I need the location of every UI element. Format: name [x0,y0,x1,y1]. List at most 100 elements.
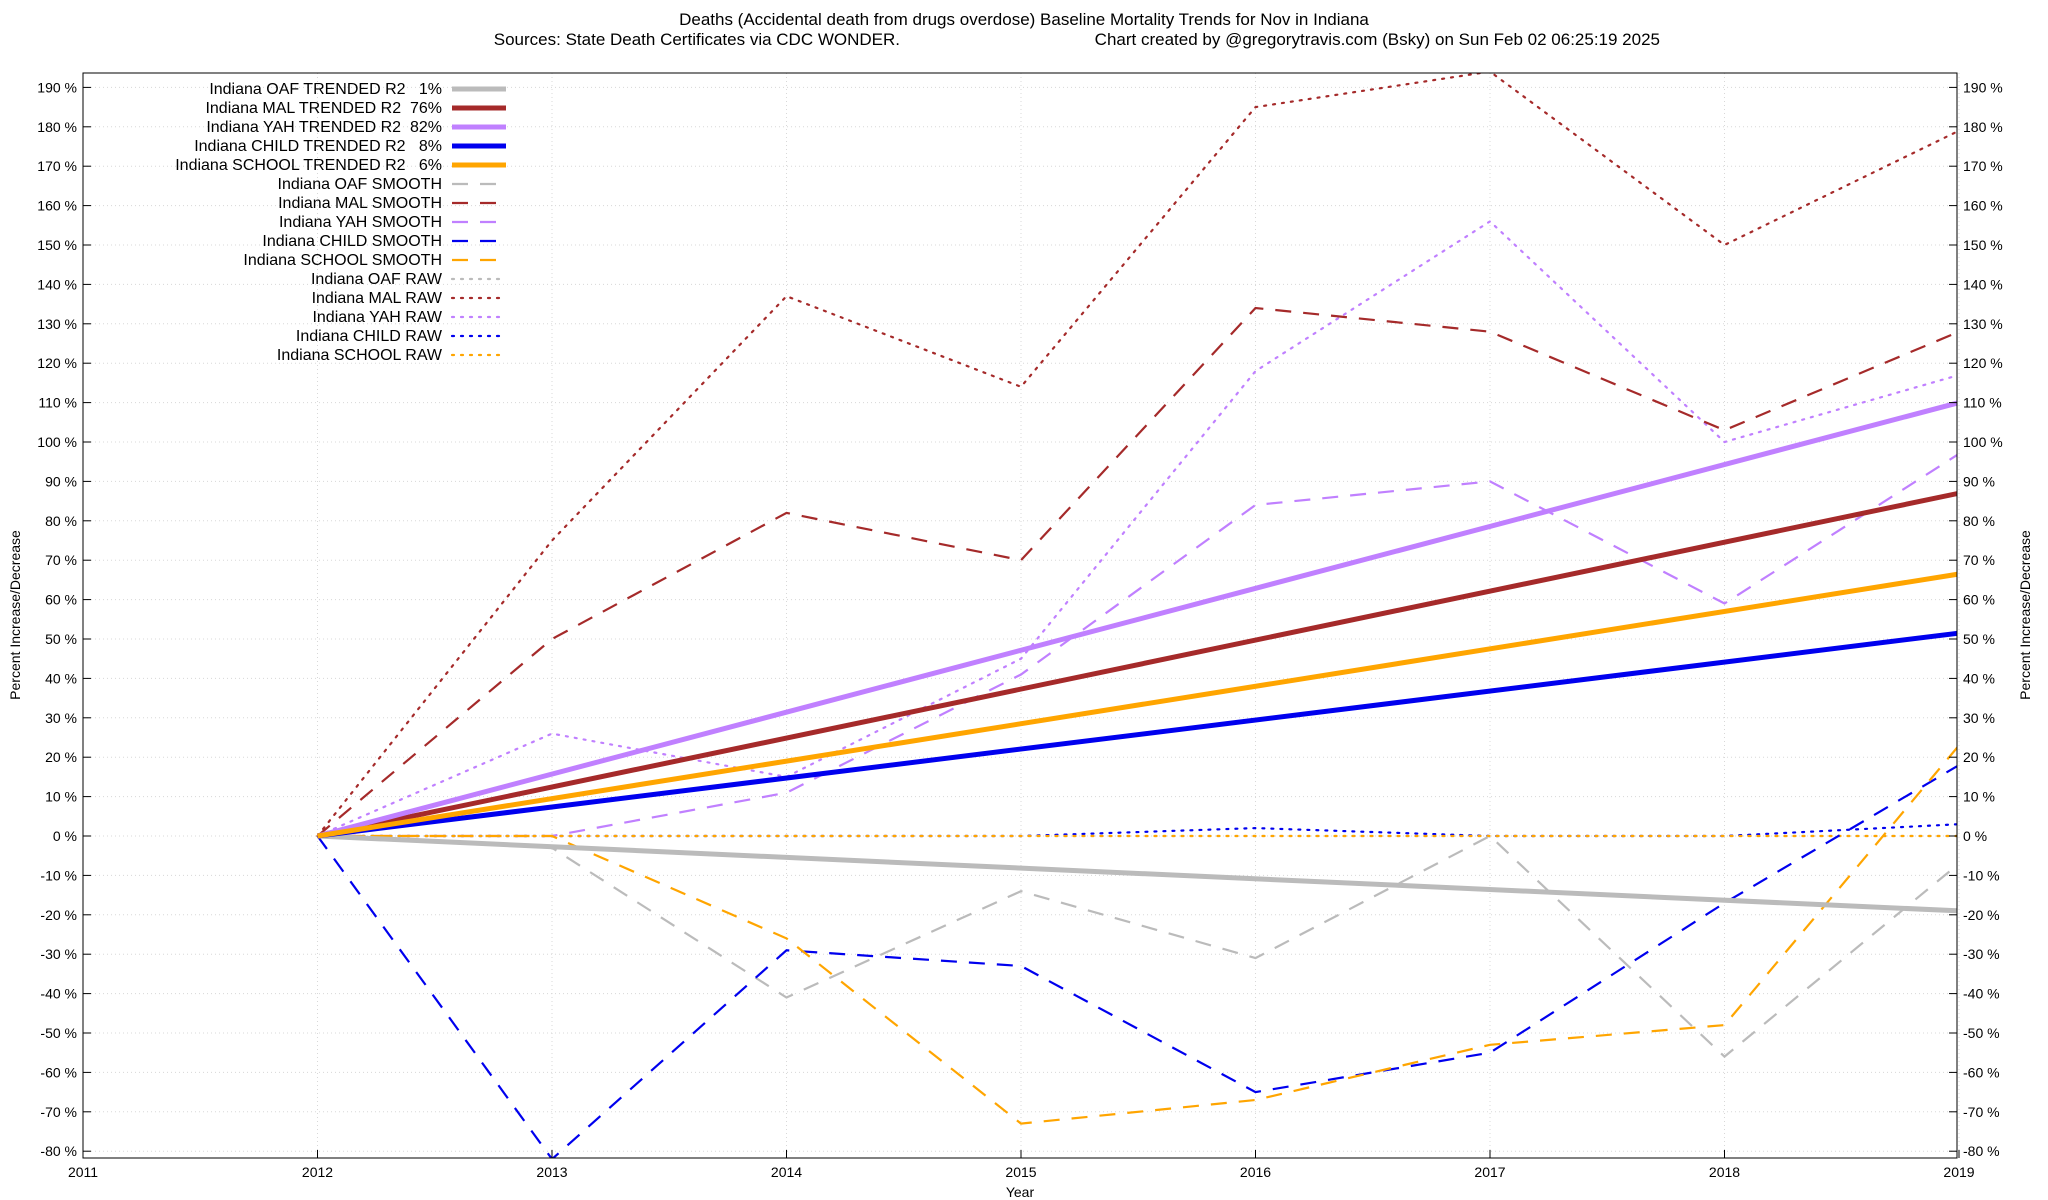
y-tick-label-right: 30 % [1963,710,1995,726]
y-tick-label-left: -40 % [40,986,77,1002]
x-tick-label: 2015 [1005,1164,1036,1180]
y-tick-label-right: 90 % [1963,473,1995,489]
series-line-3 [317,630,1957,839]
y-tick-label-right: 190 % [1963,79,2003,95]
x-tick-label: 2017 [1474,1164,1505,1180]
y-tick-label-left: 170 % [37,158,77,174]
y-tick-label-left: 110 % [38,395,77,411]
legend-label-9: Indiana SCHOOL SMOOTH [243,252,442,269]
y-tick-label-right: 40 % [1963,670,1995,686]
y-tick-label-left: 100 % [37,434,77,450]
legend-label-12: Indiana YAH RAW [312,309,442,326]
legend-label-1: Indiana MAL TRENDED R2 76% [205,100,442,117]
y-tick-label-left: 40 % [45,670,77,686]
y-tick-label-left: 140 % [37,276,77,292]
series-line-1 [316,491,1957,839]
y-tick-label-left: -50 % [40,1025,77,1041]
chart-subtitle-left: Sources: State Death Certificates via CD… [494,30,900,49]
series-line-6 [316,306,1957,837]
x-tick-label: 2011 [68,1164,98,1180]
y-axis-label-right: Percent Increase/Decrease [2017,530,2033,700]
y-tick-label-left: 50 % [45,631,77,647]
legend-label-14: Indiana SCHOOL RAW [277,347,443,364]
y-tick-label-right: -60 % [1963,1064,2000,1080]
chart-title: Deaths (Accidental death from drugs over… [679,10,1369,29]
y-tick-label-left: 120 % [37,355,77,371]
y-tick-label-right: -50 % [1963,1025,2000,1041]
ticks: 190 % 190 % 180 % 180 % 170 % 170 % 160 % 160 %… [37,79,2002,1180]
x-tick-label: 2019 [1943,1164,1974,1180]
y-tick-label-left: 180 % [37,119,77,135]
legend-label-11: Indiana MAL RAW [312,290,443,307]
series-line-0 [317,833,1957,914]
y-tick-label-right: 80 % [1963,513,1995,529]
y-tick-label-left: -20 % [40,907,77,923]
y-tick-label-right: 120 % [1963,355,2003,371]
y-tick-label-right: -20 % [1963,907,2000,923]
x-axis-label: Year [1006,1184,1035,1200]
legend-label-8: Indiana CHILD SMOOTH [262,233,442,250]
y-tick-label-right: -30 % [1963,946,2000,962]
x-tick-label: 2018 [1709,1164,1740,1180]
x-tick-label: 2014 [771,1164,802,1180]
y-tick-label-right: 140 % [1963,276,2003,292]
series-line-9 [317,746,1957,1125]
y-tick-label-right: 70 % [1963,552,1995,568]
chart-subtitle-right: Chart created by @gregorytravis.com (Bsk… [1095,30,1660,49]
y-tick-label-left: -80 % [40,1143,77,1159]
y-tick-label-left: 0 % [53,828,77,844]
y-tick-label-right: 20 % [1963,749,1995,765]
y-tick-label-right: 10 % [1963,789,1995,805]
series-line-4 [317,571,1957,839]
x-tick-label: 2013 [536,1164,567,1180]
x-tick-label: 2016 [1240,1164,1271,1180]
y-tick-label-right: -70 % [1963,1104,2000,1120]
y-tick-label-left: 90 % [45,473,77,489]
grid [82,73,1960,1158]
y-tick-label-left: 70 % [45,552,77,568]
legend-label-6: Indiana MAL SMOOTH [278,195,442,212]
y-tick-label-left: 30 % [45,710,77,726]
y-tick-label-right: 160 % [1963,198,2003,214]
y-tick-label-right: -10 % [1963,867,2000,883]
y-tick-label-right: 150 % [1963,237,2003,253]
y-tick-label-left: 190 % [37,79,77,95]
legend-label-3: Indiana CHILD TRENDED R2 8% [194,138,442,155]
y-tick-label-right: 60 % [1963,592,1995,608]
y-tick-label-right: 170 % [1963,158,2003,174]
y-tick-label-right: -40 % [1963,986,2000,1002]
y-axis-label-left: Percent Increase/Decrease [7,530,23,700]
y-tick-label-right: -80 % [1963,1143,2000,1159]
y-tick-label-left: -60 % [40,1064,77,1080]
y-tick-label-left: 20 % [45,749,77,765]
series-lines [316,73,1957,1158]
y-tick-label-left: -10 % [40,867,77,883]
series-line-2 [316,400,1957,839]
y-tick-label-left: -70 % [40,1104,77,1120]
legend-label-13: Indiana CHILD RAW [296,328,443,345]
y-tick-label-left: 160 % [37,198,77,214]
series-line-12 [316,220,1957,838]
legend-label-4: Indiana SCHOOL TRENDED R2 6% [175,157,442,174]
legend-label-5: Indiana OAF SMOOTH [278,176,443,193]
y-tick-label-left: 80 % [45,513,77,529]
legend-label-0: Indiana OAF TRENDED R2 1% [209,81,442,98]
series-line-7 [317,453,1957,838]
y-tick-label-left: -30 % [40,946,77,962]
y-tick-label-left: 130 % [37,316,77,332]
y-tick-label-left: 60 % [45,592,77,608]
series-line-13 [316,823,1957,838]
legend-label-2: Indiana YAH TRENDED R2 82% [206,119,442,136]
series-line-11 [316,73,1957,838]
y-tick-label-left: 10 % [45,789,77,805]
legend-label-10: Indiana OAF RAW [311,271,443,288]
y-tick-label-right: 130 % [1963,316,2003,332]
y-tick-label-left: 150 % [37,237,77,253]
x-tick-label: 2012 [302,1164,333,1180]
y-tick-label-right: 50 % [1963,631,1995,647]
series-line-5 [317,834,1957,1059]
series-line-8 [316,764,1957,1158]
y-tick-label-right: 100 % [1963,434,2003,450]
plot-frame [82,72,1958,1159]
